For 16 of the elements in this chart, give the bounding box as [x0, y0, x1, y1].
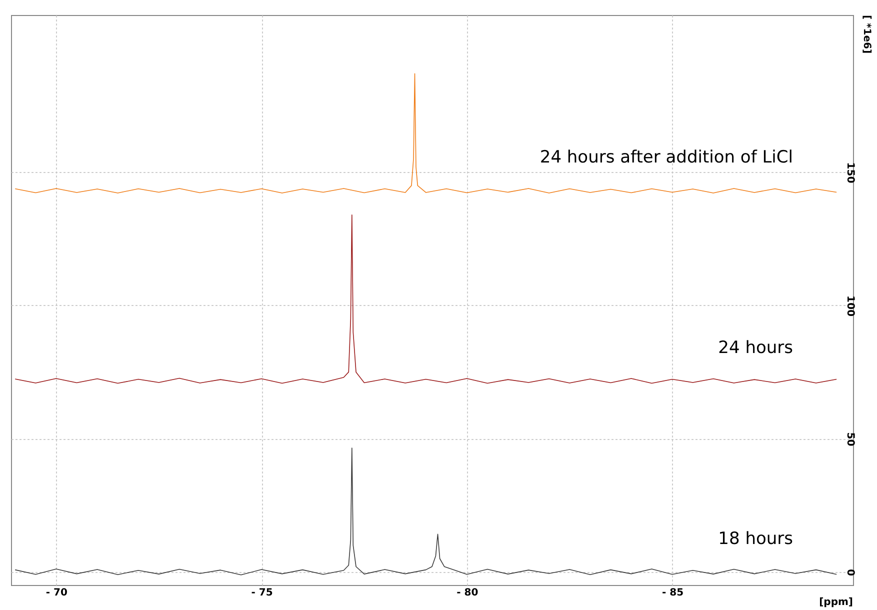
- y-axis-title: [ *1e6]: [861, 15, 872, 54]
- series-label: 24 hours: [718, 338, 794, 358]
- x-tick-label: - 85: [662, 588, 684, 598]
- line-series: [14, 448, 837, 576]
- x-tick-label: - 80: [456, 588, 478, 598]
- y-tick-label: 0: [844, 568, 856, 576]
- line-series: [14, 214, 837, 384]
- line-series: [14, 73, 837, 194]
- series-label: 18 hours: [718, 528, 794, 549]
- x-tick-label: - 70: [46, 588, 68, 598]
- x-axis-title: [ppm]: [819, 597, 853, 608]
- x-tick-label: - 75: [251, 588, 273, 598]
- y-tick-label: 150: [844, 162, 856, 184]
- y-tick-label: 100: [844, 296, 856, 316]
- y-tick-label: 50: [844, 432, 856, 446]
- series-label: 24 hours after addition of LiCl: [540, 148, 793, 168]
